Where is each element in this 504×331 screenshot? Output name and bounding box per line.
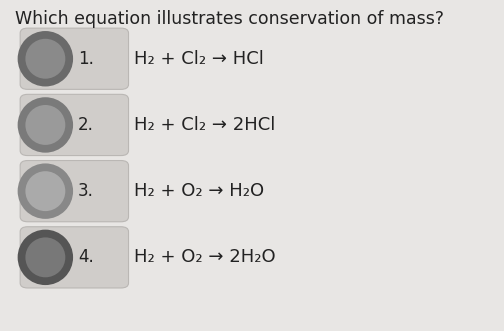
Ellipse shape bbox=[18, 97, 73, 153]
Ellipse shape bbox=[25, 39, 66, 79]
Text: Which equation illustrates conservation of mass?: Which equation illustrates conservation … bbox=[15, 10, 444, 28]
Text: 3.: 3. bbox=[78, 182, 94, 200]
Text: H₂ + O₂ → H₂O: H₂ + O₂ → H₂O bbox=[134, 182, 264, 200]
Text: H₂ + Cl₂ → 2HCl: H₂ + Cl₂ → 2HCl bbox=[134, 116, 275, 134]
Ellipse shape bbox=[25, 105, 66, 145]
Ellipse shape bbox=[18, 31, 73, 86]
Text: H₂ + Cl₂ → HCl: H₂ + Cl₂ → HCl bbox=[134, 50, 264, 68]
FancyBboxPatch shape bbox=[20, 28, 129, 89]
Ellipse shape bbox=[25, 237, 66, 277]
FancyBboxPatch shape bbox=[20, 94, 129, 156]
Ellipse shape bbox=[25, 171, 66, 211]
FancyBboxPatch shape bbox=[20, 227, 129, 288]
Ellipse shape bbox=[18, 230, 73, 285]
Ellipse shape bbox=[18, 164, 73, 219]
Text: 2.: 2. bbox=[78, 116, 94, 134]
Text: H₂ + O₂ → 2H₂O: H₂ + O₂ → 2H₂O bbox=[134, 248, 275, 266]
Text: 1.: 1. bbox=[78, 50, 94, 68]
Text: 4.: 4. bbox=[78, 248, 94, 266]
FancyBboxPatch shape bbox=[20, 161, 129, 222]
